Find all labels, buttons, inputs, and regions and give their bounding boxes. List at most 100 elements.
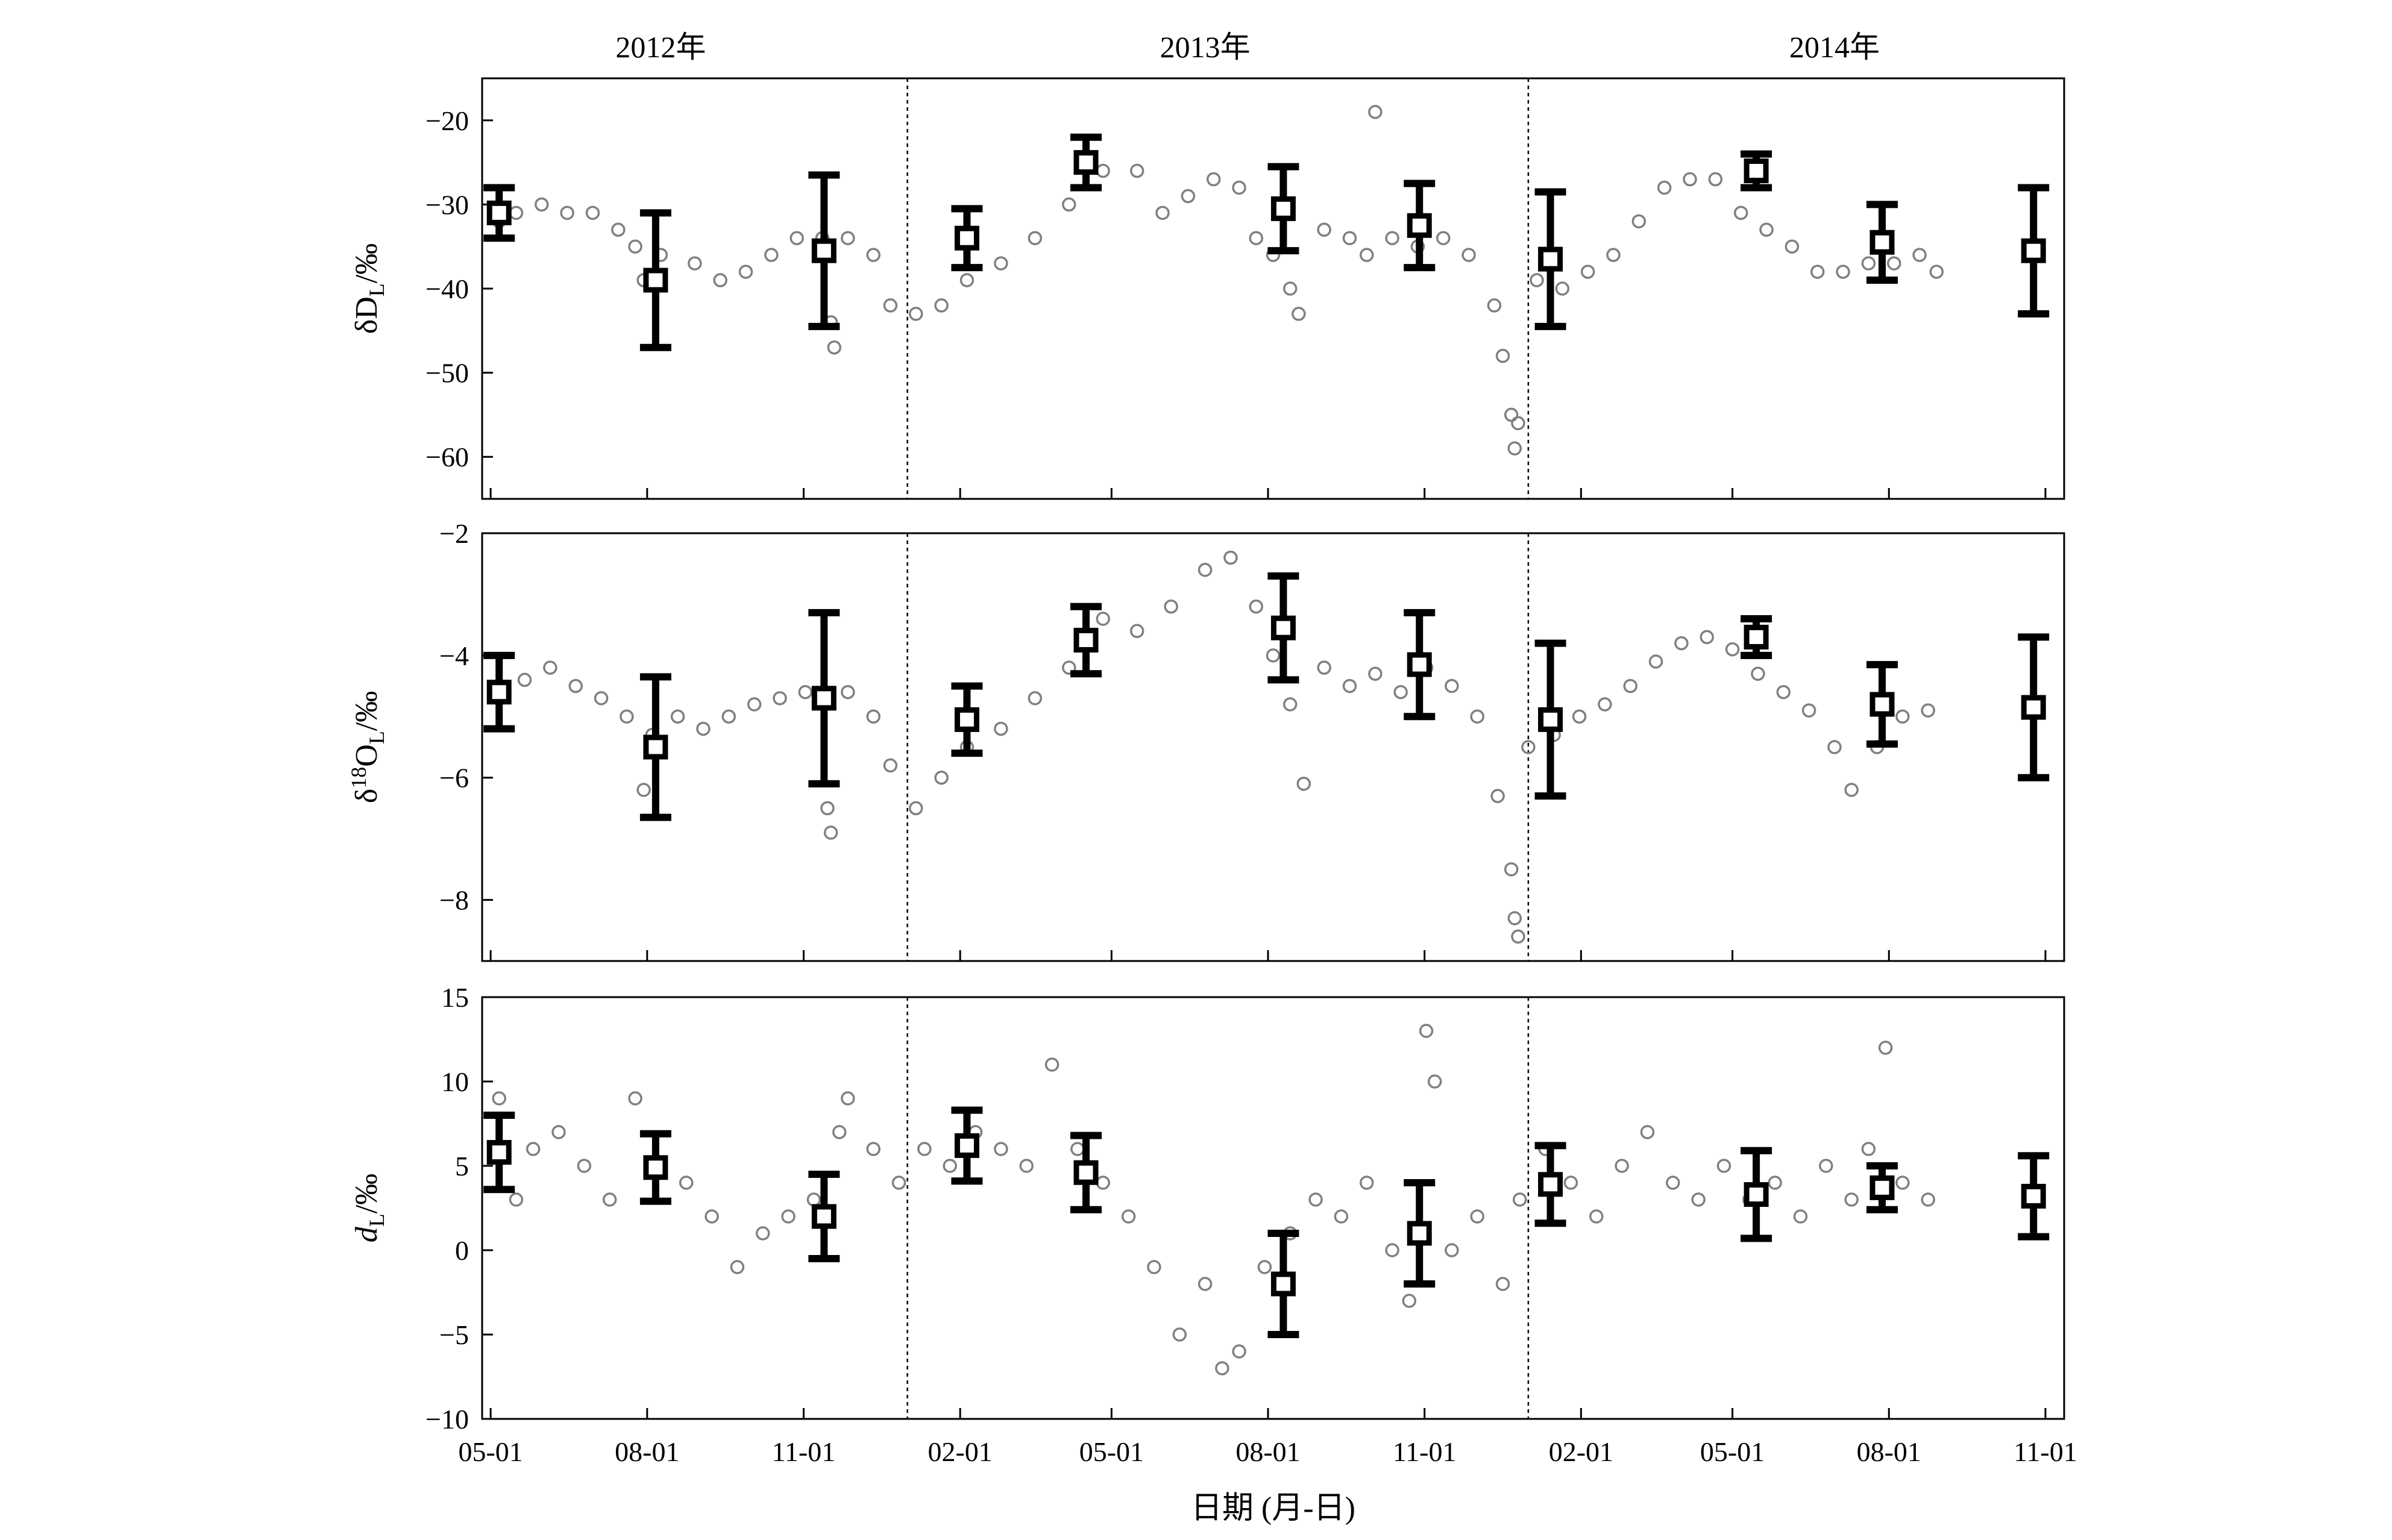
data-point: [535, 197, 549, 212]
data-point: [1308, 1192, 1323, 1207]
mean-marker: [1744, 624, 1769, 649]
data-point: [1844, 1192, 1859, 1207]
x-axis-title: 日期 (月-日): [1191, 1491, 1355, 1526]
data-point: [994, 256, 1008, 271]
data-point: [543, 660, 557, 675]
data-point: [994, 1142, 1008, 1156]
data-point: [1249, 231, 1264, 245]
data-point: [798, 684, 813, 700]
data-point: [1886, 256, 1901, 271]
year-label: 2014年: [1789, 30, 1880, 64]
year-label: 2013年: [1160, 30, 1251, 64]
data-point: [1511, 416, 1525, 431]
data-point: [1470, 709, 1484, 724]
data-point: [1555, 281, 1570, 296]
data-point: [696, 721, 711, 736]
data-point: [755, 1226, 770, 1241]
data-point: [1921, 703, 1935, 718]
data-point: [1700, 630, 1715, 645]
mean-marker: [1744, 158, 1769, 184]
data-point: [688, 256, 702, 271]
data-point: [551, 1125, 566, 1139]
data-point: [1793, 1209, 1808, 1224]
data-point: [1844, 783, 1859, 797]
data-point: [577, 1159, 592, 1173]
data-point: [1419, 1024, 1434, 1038]
data-point: [909, 307, 923, 321]
data-point: [1580, 264, 1595, 279]
x-tick-label: 11-01: [2014, 1436, 2077, 1467]
data-point: [1292, 307, 1306, 321]
data-point: [1572, 709, 1587, 724]
data-point: [1359, 1175, 1374, 1190]
data-point: [1504, 407, 1519, 422]
data-point: [909, 801, 923, 816]
data-point: [620, 709, 634, 724]
data-point: [1402, 1294, 1417, 1308]
data-point: [747, 697, 762, 712]
mean-marker: [643, 734, 668, 760]
data-point: [1836, 264, 1850, 279]
mean-marker: [1073, 1160, 1099, 1185]
data-point: [781, 1209, 796, 1224]
data-point: [866, 1142, 881, 1156]
data-point: [1096, 1175, 1110, 1190]
data-point: [1028, 691, 1043, 706]
data-point: [721, 709, 736, 724]
data-point: [1504, 862, 1519, 877]
mean-marker: [1073, 628, 1099, 653]
data-point: [1282, 697, 1298, 712]
mean-marker: [1869, 1175, 1895, 1200]
data-point: [934, 770, 949, 785]
data-point: [1776, 684, 1791, 700]
data-point: [1155, 205, 1170, 221]
mean-marker: [643, 268, 668, 293]
mean-marker: [643, 1155, 668, 1180]
data-point: [1232, 180, 1246, 195]
data-point: [1598, 697, 1612, 712]
data-point: [1317, 222, 1331, 237]
data-point: [866, 709, 881, 724]
x-tick-label: 08-01: [615, 1436, 679, 1467]
data-point: [705, 1209, 719, 1224]
data-point: [1511, 929, 1525, 944]
mean-marker: [1270, 196, 1296, 221]
data-point: [1507, 911, 1522, 925]
data-point: [1368, 666, 1383, 681]
data-point: [1810, 264, 1825, 279]
data-point: [628, 239, 642, 254]
data-point: [1878, 1041, 1893, 1055]
data-point: [1334, 1209, 1349, 1224]
data-point: [568, 678, 583, 693]
mean-marker: [1270, 1271, 1296, 1297]
data-point: [1801, 703, 1816, 718]
data-point: [1172, 1327, 1187, 1342]
y-tick-label: −20: [425, 105, 469, 136]
y-axis-title: dL/‰: [350, 1174, 389, 1242]
mean-marker: [1869, 692, 1895, 717]
data-point: [959, 273, 975, 287]
y-tick-label: −4: [439, 640, 469, 671]
y-tick-label: 5: [455, 1151, 469, 1182]
x-tick-label: 08-01: [1857, 1436, 1921, 1467]
mean-marker: [1073, 150, 1099, 175]
data-point: [1768, 1175, 1782, 1190]
data-point: [866, 248, 881, 262]
y-tick-label: −6: [439, 763, 469, 793]
plot-frame: [481, 996, 2065, 1420]
mean-marker: [486, 1140, 512, 1165]
x-tick-label: 08-01: [1235, 1436, 1300, 1467]
data-point: [1257, 1260, 1272, 1274]
data-point: [943, 1159, 957, 1173]
y-tick-label: 0: [455, 1235, 469, 1266]
data-point: [891, 1175, 906, 1190]
data-point: [1121, 1209, 1136, 1224]
data-point: [713, 273, 727, 287]
data-point: [1708, 172, 1723, 187]
data-point: [841, 1091, 855, 1106]
mean-marker: [486, 680, 512, 705]
data-point: [1215, 1361, 1229, 1376]
data-point: [1206, 172, 1221, 187]
data-point: [1631, 214, 1646, 229]
data-point: [1096, 612, 1110, 626]
